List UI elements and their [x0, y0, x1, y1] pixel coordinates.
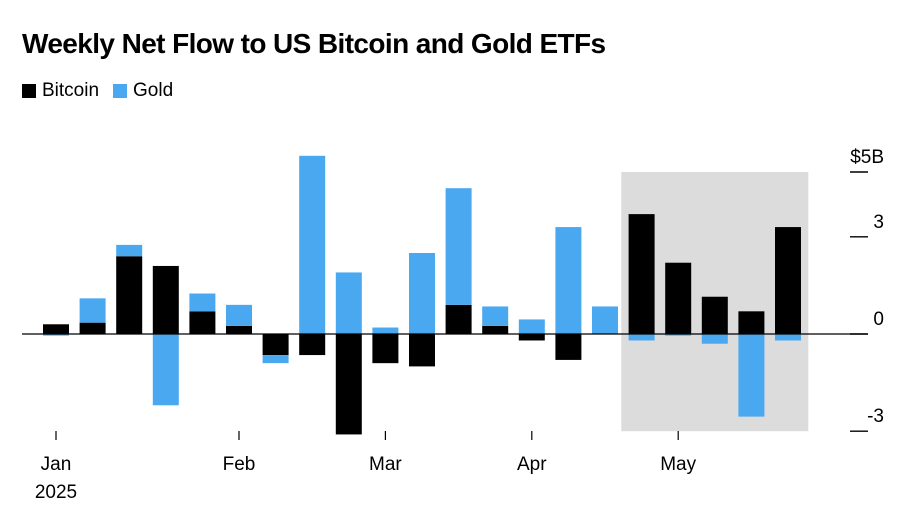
- y-tick-label--3: -3: [867, 406, 884, 427]
- bar-gold-week-6: [226, 304, 252, 326]
- y-tick-label-3: 3: [873, 212, 884, 233]
- x-tick-label-mar: Mar: [369, 454, 402, 475]
- legend-item-bitcoin: Bitcoin: [22, 80, 99, 102]
- legend-label-gold: Gold: [133, 80, 174, 101]
- bar-bitcoin-week-2: [79, 322, 106, 334]
- bar-bitcoin-week-18: [665, 262, 692, 334]
- bar-bitcoin-week-11: [409, 334, 435, 367]
- x-tick-label-feb: Feb: [223, 454, 256, 475]
- bar-gold-week-11: [409, 253, 435, 334]
- bar-bitcoin-week-5: [189, 311, 216, 334]
- bar-bitcoin-week-19: [701, 296, 728, 334]
- x-tick-label-jan: Jan: [41, 454, 72, 475]
- bar-bitcoin-week-9: [335, 334, 362, 435]
- bar-gold-week-16: [592, 306, 618, 334]
- y-tick-label-5: $5B: [850, 147, 884, 168]
- bar-gold-week-20: [738, 334, 765, 417]
- legend-item-gold: Gold: [113, 80, 173, 102]
- bar-bitcoin-week-6: [226, 325, 252, 334]
- bar-gold-week-19: [701, 334, 728, 344]
- bar-gold-week-1: [43, 334, 69, 336]
- legend-label-bitcoin: Bitcoin: [42, 80, 100, 101]
- bar-gold-week-13: [482, 306, 509, 326]
- bar-gold-week-8: [299, 155, 326, 334]
- x-tick-sublabel-year: 2025: [35, 482, 77, 503]
- x-tick-label-apr: Apr: [517, 454, 547, 475]
- legend-swatch-bitcoin: [22, 84, 36, 98]
- bar-gold-week-10: [372, 327, 399, 334]
- bar-gold-week-9: [335, 272, 362, 334]
- bar-gold-week-15: [555, 227, 582, 334]
- legend: Bitcoin Gold: [22, 80, 187, 102]
- bar-bitcoin-week-12: [445, 304, 472, 334]
- bar-bitcoin-week-13: [482, 325, 509, 334]
- chart-title: Weekly Net Flow to US Bitcoin and Gold E…: [22, 28, 606, 59]
- bar-bitcoin-week-3: [116, 256, 143, 334]
- bar-gold-week-18: [665, 334, 692, 336]
- bar-bitcoin-week-14: [518, 334, 545, 341]
- bar-bitcoin-week-1: [43, 324, 69, 334]
- bar-gold-week-21: [775, 334, 801, 341]
- bar-bitcoin-week-8: [299, 334, 326, 356]
- bar-gold-week-3: [116, 244, 143, 257]
- bar-gold-week-5: [189, 293, 216, 312]
- bar-gold-week-14: [518, 319, 545, 334]
- x-tick-label-may: May: [660, 454, 696, 475]
- bar-bitcoin-week-20: [738, 311, 765, 334]
- legend-swatch-gold: [113, 84, 128, 98]
- y-tick-label-0: 0: [873, 309, 884, 330]
- bar-gold-week-7: [262, 355, 289, 364]
- bar-bitcoin-week-21: [775, 227, 801, 334]
- bar-bitcoin-week-4: [152, 265, 179, 334]
- bar-gold-week-12: [445, 188, 472, 305]
- bar-bitcoin-week-7: [262, 334, 289, 356]
- bar-gold-week-2: [79, 298, 106, 323]
- bar-bitcoin-week-15: [555, 334, 582, 360]
- bar-gold-week-17: [628, 334, 655, 341]
- bar-bitcoin-week-10: [372, 334, 399, 364]
- bar-gold-week-4: [152, 334, 179, 406]
- bar-bitcoin-week-17: [628, 214, 655, 334]
